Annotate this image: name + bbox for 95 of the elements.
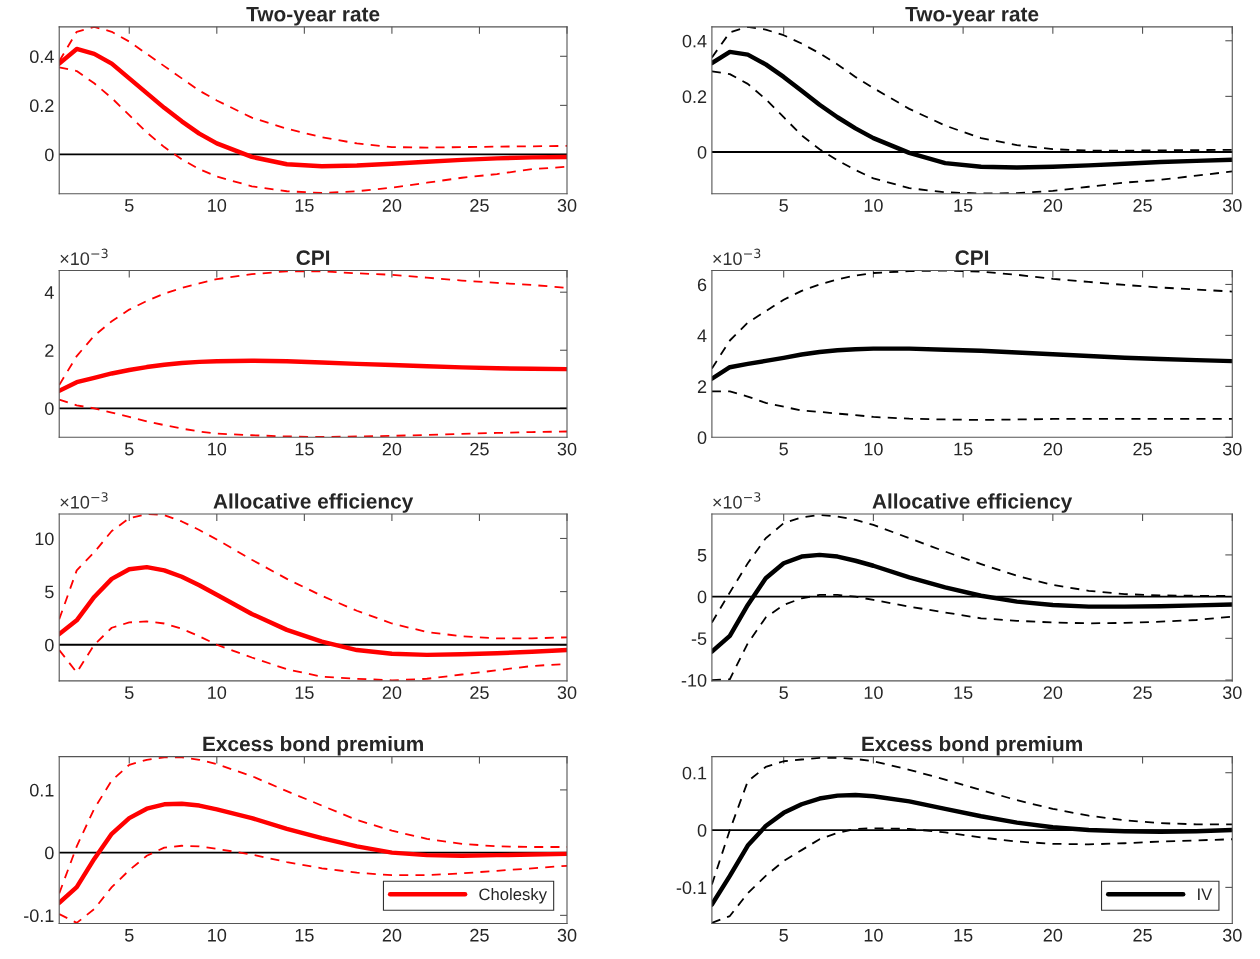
text: ×10$^{−3}$ [713,248,761,266]
x-tick-label: 30 [557,442,577,456]
x-tick-label: 15 [295,686,314,700]
y-tick-label: 0 [697,431,707,445]
line-series [711,552,1233,654]
x-tick-label: 10 [864,199,883,212]
x-tick-label: 5 [124,442,134,456]
x-tick-label: 25 [470,199,489,212]
x-tick-label: 30 [557,686,577,700]
x-tick-label: 30 [1222,442,1242,456]
x-tick-label: 20 [382,686,402,700]
y-tick-label: 0 [45,638,54,652]
x-tick-label: 25 [470,928,489,942]
x-tick-label: 20 [382,928,402,942]
y-tick-label: 0 [45,148,54,162]
line-series [59,801,567,906]
x-tick-label: 5 [124,929,134,942]
line-series [59,564,567,658]
chart-title: Allocative efficiency [213,493,414,513]
x-tick-label: 25 [1133,442,1152,456]
x-tick-label: 30 [557,199,577,212]
x-tick-label: 5 [779,199,788,212]
x-tick-label: 15 [295,442,314,456]
chart-title: CPI [296,250,330,266]
y-tick-label: 5 [697,549,707,562]
line-series [59,358,567,394]
text: ×10$^{−3}$ [60,248,108,266]
y-tick-label: 0.2 [682,90,707,104]
y-tick-label: 2 [697,380,707,393]
x-tick-label: 30 [557,928,577,942]
x-tick-label: 15 [295,199,314,212]
chart-title: Two-year rate [905,6,1039,26]
y-tick-label: 0.1 [682,766,707,780]
y-tick-label: 0.2 [29,99,54,113]
x-tick-label: 30 [1222,199,1242,212]
text: ×10$^{−3}$ [60,492,108,509]
y-tick-label: 0 [697,590,707,604]
y-tick-label: -5 [691,632,707,646]
x-tick-label: 20 [1043,928,1063,942]
x-tick-label: 20 [1043,199,1063,212]
x-tick-label: 15 [295,929,314,942]
x-tick-label: 25 [1133,199,1152,212]
x-tick-label: 10 [864,928,883,942]
chart-title: Excess bond premium [203,736,423,756]
x-tick-label: 5 [779,929,788,942]
x-tick-label: 10 [864,686,883,700]
x-tick-label: 10 [208,199,227,212]
chart-title: Two-year rate [246,6,380,26]
y-tick-label: 0 [697,145,707,159]
x-tick-label: 20 [1043,686,1063,700]
y-tick-label: -0.1 [24,909,54,923]
x-tick-label: 15 [954,929,973,942]
y-tick-label: 0 [697,823,707,837]
x-tick-label: 15 [954,199,973,212]
x-tick-label: 10 [208,442,227,456]
text: ×10$^{−3}$ [713,492,761,509]
x-tick-label: 10 [864,442,883,456]
line-series [711,390,1233,421]
line-series [711,346,1233,381]
line-series [711,49,1233,170]
x-tick-label: 5 [124,199,134,212]
x-tick-label: 15 [954,686,973,700]
y-tick-label: 0.4 [29,50,54,64]
x-tick-label: 15 [954,442,973,456]
chart-title: CPI [955,250,989,266]
y-tick-label: -10 [681,673,707,687]
x-tick-label: 20 [382,199,402,212]
y-tick-label: 0.4 [682,34,707,48]
legend-label: Cholesky [479,887,547,904]
x-tick-label: 10 [208,686,227,700]
x-tick-label: 25 [470,442,489,456]
x-tick-label: 25 [1133,928,1152,942]
y-tick-label: 6 [697,278,707,292]
x-tick-label: 25 [470,686,489,700]
x-tick-label: 30 [1222,928,1242,942]
y-tick-label: 4 [697,329,707,342]
x-tick-label: 30 [1222,686,1242,700]
x-tick-label: 20 [1043,442,1063,456]
x-tick-label: 10 [208,928,227,942]
chart-title: Excess bond premium [862,736,1082,756]
x-tick-label: 5 [124,686,134,700]
y-tick-label: 5 [45,585,54,599]
x-tick-label: 5 [779,442,788,456]
chart-title: Allocative efficiency [872,493,1073,513]
x-tick-label: 20 [382,442,402,456]
x-tick-label: 25 [1133,686,1152,700]
y-tick-label: 2 [45,344,54,357]
y-tick-label: 0.1 [29,783,54,797]
y-tick-label: 4 [44,286,54,299]
y-tick-label: 0 [45,846,54,860]
x-tick-label: 5 [779,686,788,700]
y-tick-label: 0 [45,402,54,415]
y-tick-label: 10 [35,532,54,546]
legend-label: IV [1198,888,1213,901]
y-tick-label: -0.1 [676,881,707,895]
